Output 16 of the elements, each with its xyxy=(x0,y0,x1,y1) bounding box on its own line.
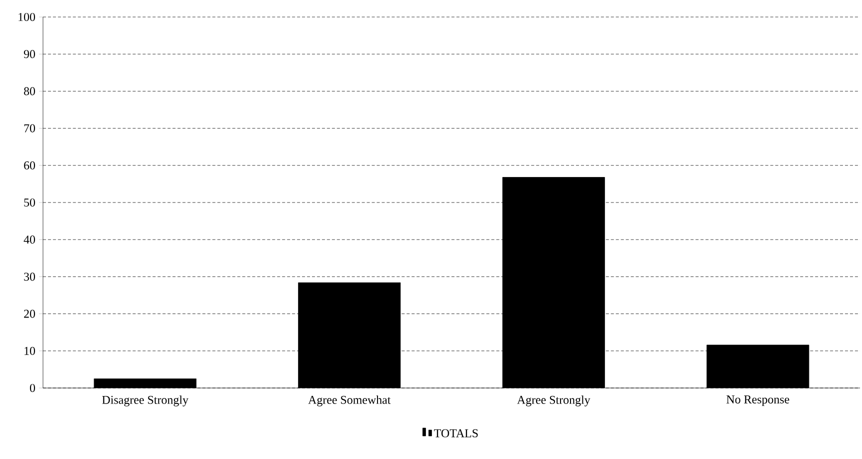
y-tick-label: 30 xyxy=(24,272,36,281)
y-tick-label: 80 xyxy=(24,87,36,96)
y-tick-label: 50 xyxy=(24,198,36,207)
x-tick-label: Agree Somewhat xyxy=(308,396,391,406)
x-tick-label: Disagree Strongly xyxy=(102,396,188,406)
y-tick-label: 100 xyxy=(18,12,36,22)
x-tick-label: Agree Strongly xyxy=(517,396,590,406)
y-tick-label: 10 xyxy=(24,346,36,355)
y-tick-label: 90 xyxy=(24,50,36,58)
y-tick-label: 20 xyxy=(24,310,36,318)
y-tick-label: 0 xyxy=(30,384,36,392)
y-tick-label: 40 xyxy=(24,236,36,244)
y-tick-label: 70 xyxy=(24,124,36,132)
legend-label: TOTALS xyxy=(434,429,478,438)
x-tick-label: No Response xyxy=(726,396,790,406)
y-tick-label: 60 xyxy=(24,161,36,170)
